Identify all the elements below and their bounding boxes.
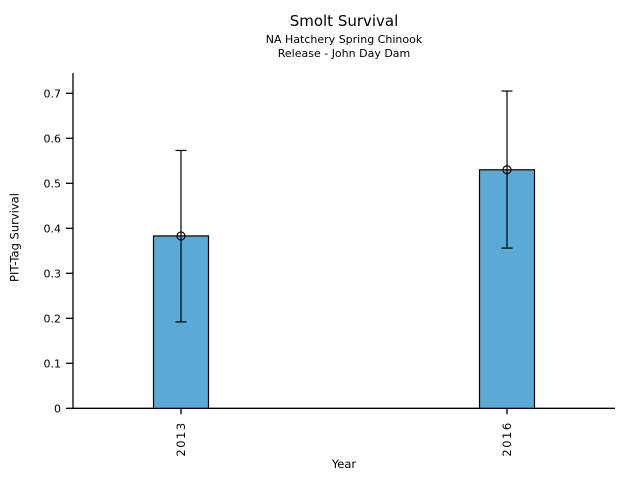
point-marker-2016 [502,165,512,175]
y-tick-label: 0.1 [44,357,62,370]
y-tick-label: 0.4 [44,222,62,235]
y-tick-label: 0.5 [44,177,62,190]
y-tick-label: 0.6 [44,132,62,145]
y-tick-label: 0.2 [44,312,62,325]
x-tick-label-2016: 2016 [500,421,514,456]
chart-title: Smolt Survival [289,12,399,30]
y-tick-label: 0 [54,402,61,415]
chart-subtitle-line1: NA Hatchery Spring Chinook [265,33,423,46]
point-marker-2013 [176,231,186,241]
chart-subtitle-line2: Release - John Day Dam [277,47,411,60]
x-tick-label-2013: 2013 [174,421,188,456]
y-tick-label: 0.3 [44,267,62,280]
y-tick-label: 0.7 [44,87,62,100]
x-axis-label: Year [331,457,357,471]
